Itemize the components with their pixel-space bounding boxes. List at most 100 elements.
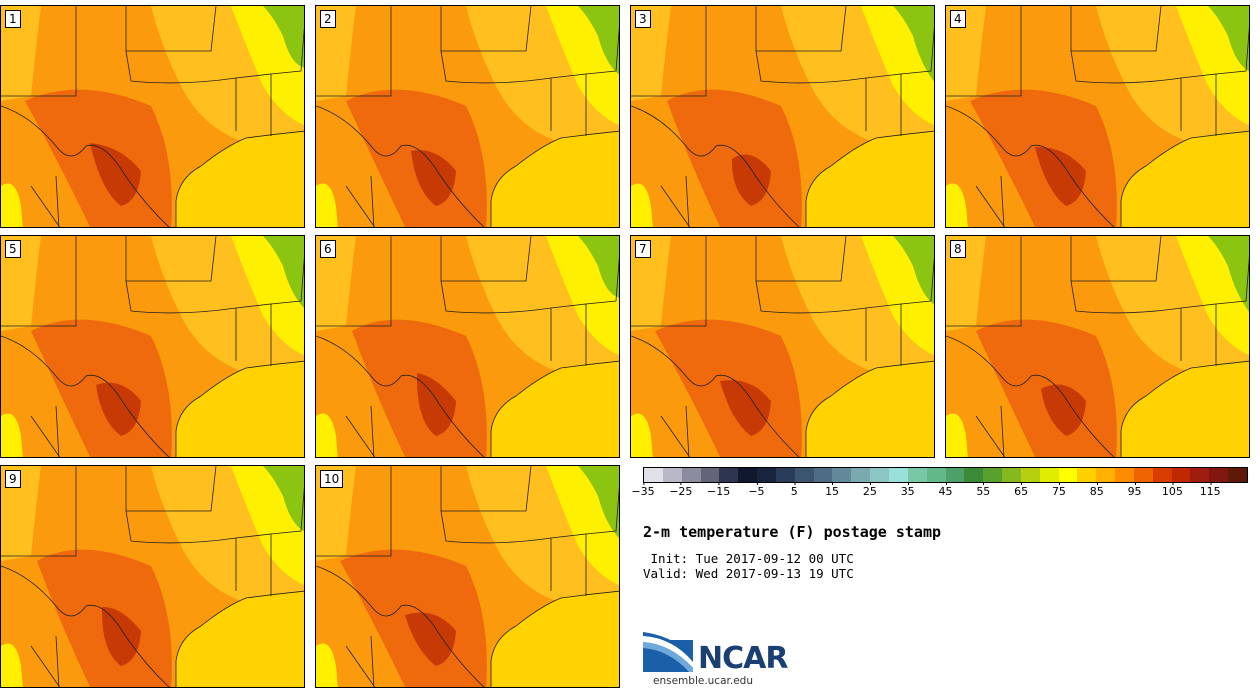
warm-west (946, 6, 986, 101)
member-panel-9[interactable]: 9 (0, 465, 305, 688)
state-border (316, 6, 392, 97)
colorbar-segment (964, 468, 984, 482)
colorbar-tick-label: 85 (1089, 482, 1104, 498)
gulf-of-mexico (491, 591, 619, 687)
warm-west (316, 466, 356, 561)
cool-region (578, 466, 619, 538)
member-panel-8[interactable]: 8 (945, 235, 1250, 458)
member-label: 2 (320, 10, 336, 28)
state-border (125, 6, 217, 52)
mild-west (316, 643, 338, 687)
state-border (316, 466, 392, 557)
mild-west (1, 643, 23, 687)
state-border (440, 50, 552, 131)
hottest-region (720, 380, 771, 436)
colorbar-segment (888, 468, 908, 482)
colorbar-segment (813, 468, 833, 482)
gulf-of-mexico (176, 591, 304, 687)
mexico-border (631, 335, 800, 457)
member-label: 1 (5, 10, 21, 28)
mexico-border (946, 335, 1115, 457)
warm-west (1, 466, 41, 561)
state-border (316, 236, 392, 327)
mild-west (631, 183, 653, 227)
mexico-border (316, 565, 485, 687)
colorbar-segment (832, 468, 852, 482)
state-border (1, 6, 77, 97)
mexico-state-border (30, 405, 61, 457)
mexico-state-border (975, 405, 1006, 457)
site-url: ensemble.ucar.edu (653, 675, 753, 687)
mild-west (1, 183, 23, 227)
colorbar-segment (1039, 468, 1059, 482)
state-border (440, 466, 532, 512)
cool-region (578, 236, 619, 298)
temperature-map (631, 6, 934, 227)
state-border (631, 236, 707, 327)
gulf-of-mexico (176, 361, 304, 457)
hottest-region (405, 612, 456, 666)
cool-region (1208, 6, 1249, 71)
member-label: 10 (320, 470, 344, 488)
colorbar-segment (719, 468, 739, 482)
mexico-state-border (345, 635, 376, 687)
coastline (175, 590, 304, 687)
member-panel-2[interactable]: 2 (315, 5, 620, 228)
gulf-of-mexico (1121, 131, 1249, 227)
member-panel-3[interactable]: 3 (630, 5, 935, 228)
warm-west (946, 236, 986, 331)
ncar-logo-icon (643, 632, 693, 672)
mexico-border (316, 105, 485, 227)
colorbar-ticks: −35 −25 −15 −5 5 15 25 35 45 55 65 75 85 95 105 115 (631, 482, 1248, 501)
init-time: Init: Tue 2017-09-12 00 UTC (643, 551, 854, 566)
member-panel-5[interactable]: 5 (0, 235, 305, 458)
colorbar-tick-label: 95 (1127, 482, 1142, 498)
warm-west (316, 236, 356, 331)
mexico-border (316, 335, 485, 457)
colorbar-segment (757, 468, 776, 482)
member-panel-10[interactable]: 10 (315, 465, 620, 688)
gulf-of-mexico (176, 131, 304, 227)
member-label: 7 (635, 240, 651, 258)
colorbar-tick-label: 45 (938, 482, 953, 498)
state-border (1070, 50, 1182, 131)
colorbar-segment (1228, 468, 1247, 482)
cool-region (893, 236, 934, 305)
member-panel-1[interactable]: 1 (0, 5, 305, 228)
temperature-map (1, 6, 304, 227)
coastline (1120, 130, 1249, 227)
temperature-map (316, 236, 619, 457)
temperature-map (1, 466, 304, 687)
colorbar-segment (1190, 468, 1210, 482)
colorbar-segment (1133, 468, 1153, 482)
mexico-state-border (660, 405, 691, 457)
member-panel-4[interactable]: 4 (945, 5, 1250, 228)
warm-west (631, 236, 671, 331)
temperature-map (946, 6, 1249, 227)
mexico-border (1, 105, 170, 227)
mexico-state-border (30, 175, 61, 227)
hottest-region (731, 154, 771, 206)
hottest-region (411, 150, 456, 206)
member-panel-6[interactable]: 6 (315, 235, 620, 458)
mexico-border (631, 105, 800, 227)
hottest-region (96, 382, 141, 436)
colorbar-segment (681, 468, 701, 482)
state-border (946, 236, 1022, 327)
state-border (585, 26, 619, 75)
colorbar-tick-label: 15 (825, 482, 840, 498)
state-border (585, 256, 619, 305)
mild-west (1, 413, 23, 457)
colorbar-segment (870, 468, 889, 482)
cool-region (263, 236, 304, 308)
state-border (125, 466, 217, 512)
mexico-state-border (30, 635, 61, 687)
warm-west (1, 236, 41, 331)
coastline (175, 130, 304, 227)
colorbar-tick-label: 65 (1014, 482, 1029, 498)
coastline (490, 360, 619, 457)
colorbar-segment (662, 468, 682, 482)
state-border (631, 6, 707, 97)
colorbar-tick-label: −15 (707, 482, 731, 498)
member-panel-7[interactable]: 7 (630, 235, 935, 458)
